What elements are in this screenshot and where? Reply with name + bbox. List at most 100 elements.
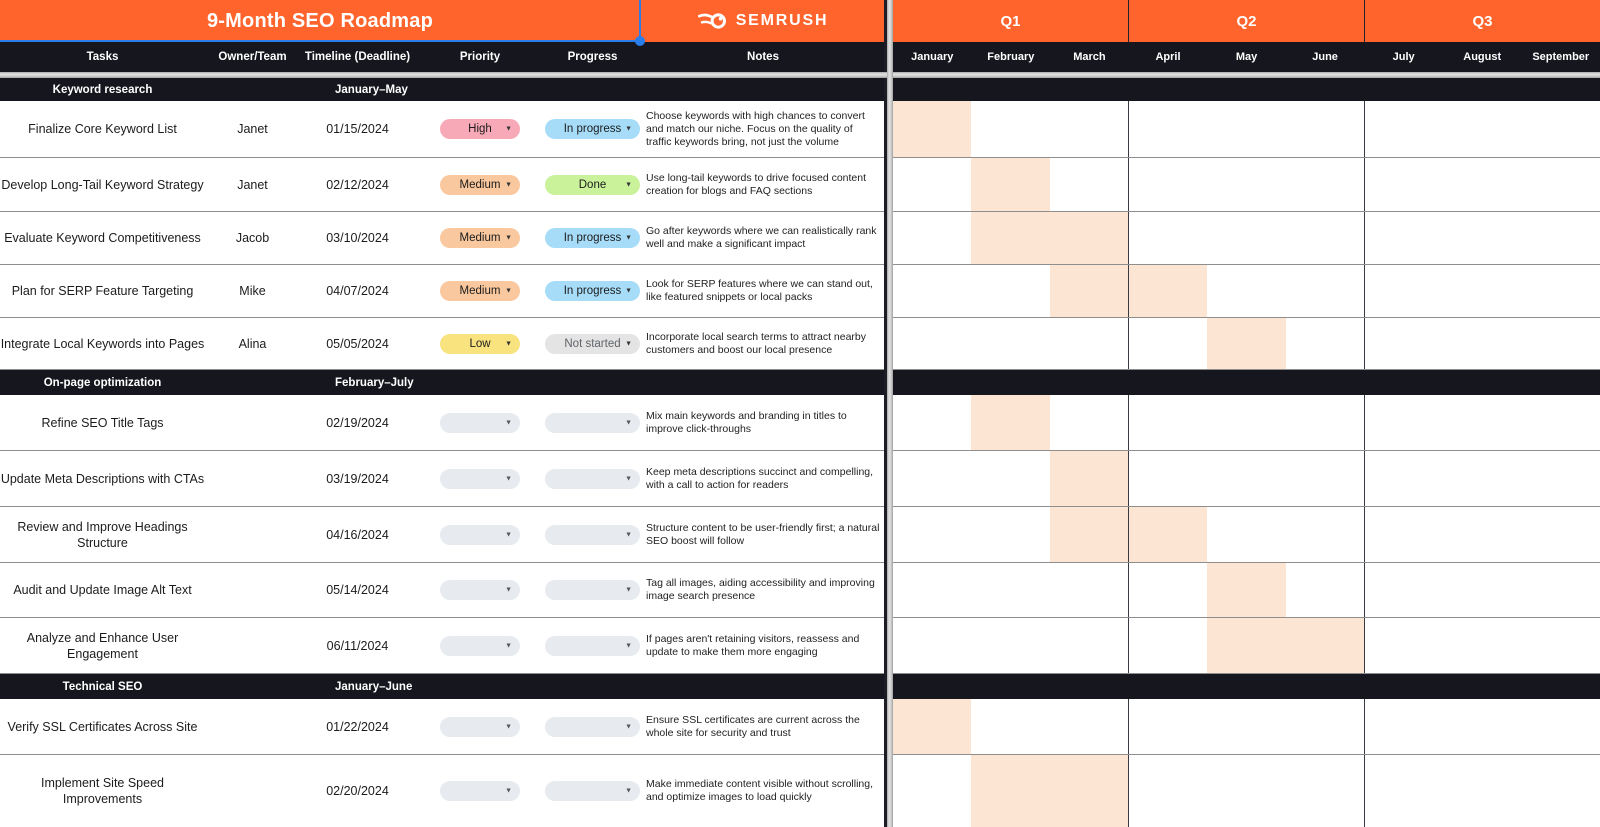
gantt-cell-february[interactable] [971,563,1049,617]
gantt-cell-june[interactable] [1286,101,1365,157]
gantt-cell-april[interactable] [1129,395,1207,450]
priority-dropdown[interactable]: Low ▼ [440,333,520,354]
priority-dropdown[interactable]: ▼ [440,412,520,433]
notes-cell[interactable]: Incorporate local search terms to attrac… [640,318,886,369]
gantt-cell-january[interactable] [893,507,971,562]
gantt-cell-april[interactable] [1129,212,1207,264]
progress-dropdown[interactable]: In progress ▼ [545,228,640,248]
owner-cell[interactable]: Janet [205,158,300,211]
owner-cell[interactable]: Janet [205,101,300,157]
deadline-cell[interactable]: 03/10/2024 [300,212,415,264]
gantt-cell-september[interactable] [1522,395,1600,450]
gantt-cell-september[interactable] [1522,101,1600,157]
deadline-cell[interactable]: 06/11/2024 [300,618,415,673]
month-header-june[interactable]: June [1312,51,1338,63]
gantt-cell-july[interactable] [1365,563,1443,617]
progress-dropdown[interactable]: ▼ [545,781,640,801]
gantt-cell-september[interactable] [1522,755,1600,827]
section-row[interactable]: Keyword research January–May [0,78,1600,101]
task-cell[interactable]: Update Meta Descriptions with CTAs [0,451,205,506]
gantt-cell-september[interactable] [1522,507,1600,562]
gantt-cell-february[interactable] [971,212,1050,264]
priority-dropdown[interactable]: ▼ [440,524,520,545]
month-header-april[interactable]: April [1155,51,1181,63]
gantt-cell-june[interactable] [1286,563,1365,617]
frozen-col-divider[interactable] [886,0,893,827]
gantt-cell-september[interactable] [1522,265,1600,317]
gantt-cell-july[interactable] [1365,158,1443,211]
month-header-february[interactable]: February [987,51,1035,63]
gantt-cell-may[interactable] [1207,265,1285,317]
owner-cell[interactable] [205,451,300,506]
gantt-cell-august[interactable] [1443,699,1521,754]
gantt-cell-august[interactable] [1443,755,1521,827]
progress-dropdown[interactable]: ▼ [545,412,640,433]
priority-dropdown[interactable]: Medium ▼ [440,228,520,248]
deadline-cell[interactable]: 01/22/2024 [300,699,415,754]
gantt-cell-february[interactable] [971,699,1049,754]
gantt-cell-may[interactable] [1207,699,1285,754]
deadline-cell[interactable]: 01/15/2024 [300,101,415,157]
column-header-progress[interactable]: Progress [567,51,618,63]
column-header-tasks[interactable]: Tasks [86,51,119,63]
notes-cell[interactable]: Structure content to be user-friendly fi… [640,507,886,562]
deadline-cell[interactable]: 04/16/2024 [300,507,415,562]
gantt-cell-may[interactable] [1207,563,1286,617]
progress-dropdown[interactable]: ▼ [545,468,640,489]
gantt-cell-september[interactable] [1522,212,1600,264]
deadline-cell[interactable]: 05/05/2024 [300,318,415,369]
owner-cell[interactable] [205,755,300,827]
notes-cell[interactable]: Mix main keywords and branding in titles… [640,395,886,450]
gantt-cell-june[interactable] [1286,451,1365,506]
column-header-priority[interactable]: Priority [459,51,501,63]
month-header-september[interactable]: September [1532,51,1590,63]
progress-dropdown[interactable]: In progress ▼ [545,119,640,139]
gantt-cell-september[interactable] [1522,563,1600,617]
gantt-cell-april[interactable] [1129,318,1207,369]
gantt-cell-april[interactable] [1129,451,1207,506]
task-cell[interactable]: Review and Improve Headings Structure [0,507,205,562]
priority-dropdown[interactable]: ▼ [440,580,520,600]
gantt-cell-may[interactable] [1207,101,1285,157]
owner-cell[interactable]: Jacob [205,212,300,264]
gantt-cell-august[interactable] [1443,507,1521,562]
gantt-cell-may[interactable] [1207,451,1285,506]
gantt-cell-january[interactable] [893,395,971,450]
roadmap-title-cell[interactable]: 9-Month SEO Roadmap [0,0,640,42]
quarter-header-q2[interactable]: Q2 [1128,0,1364,42]
gantt-cell-july[interactable] [1365,101,1443,157]
gantt-cell-may[interactable] [1207,507,1285,562]
gantt-cell-september[interactable] [1522,451,1600,506]
gantt-cell-june[interactable] [1286,507,1365,562]
gantt-cell-march[interactable] [1049,451,1129,506]
gantt-cell-september[interactable] [1522,699,1600,754]
gantt-cell-april[interactable] [1129,618,1207,673]
gantt-cell-january[interactable] [893,158,971,211]
gantt-cell-july[interactable] [1365,699,1443,754]
progress-dropdown[interactable]: In progress ▼ [545,281,640,301]
gantt-cell-february[interactable] [971,451,1049,506]
priority-dropdown[interactable]: Medium ▼ [440,281,520,301]
priority-dropdown[interactable]: ▼ [440,468,520,489]
notes-cell[interactable]: Go after keywords where we can realistic… [640,212,886,264]
progress-dropdown[interactable]: ▼ [545,580,640,600]
gantt-cell-september[interactable] [1522,158,1600,211]
owner-cell[interactable] [205,395,300,450]
gantt-cell-september[interactable] [1522,318,1600,369]
gantt-cell-march[interactable] [1050,318,1129,369]
task-cell[interactable]: Integrate Local Keywords into Pages [0,318,205,369]
gantt-cell-april[interactable] [1128,507,1208,562]
quarter-header-q3[interactable]: Q3 [1364,0,1600,42]
gantt-cell-june[interactable] [1286,212,1365,264]
gantt-cell-june[interactable] [1286,158,1365,211]
gantt-cell-february[interactable] [971,265,1049,317]
notes-cell[interactable]: Look for SERP features where we can stan… [640,265,886,317]
gantt-cell-march[interactable] [1049,212,1129,264]
task-cell[interactable]: Implement Site Speed Improvements [0,755,205,827]
gantt-cell-may[interactable] [1207,212,1285,264]
progress-dropdown[interactable]: ▼ [545,716,640,737]
month-header-july[interactable]: July [1392,51,1415,63]
gantt-cell-may[interactable] [1207,395,1285,450]
gantt-cell-march[interactable] [1050,395,1129,450]
task-cell[interactable]: Evaluate Keyword Competitiveness [0,212,205,264]
